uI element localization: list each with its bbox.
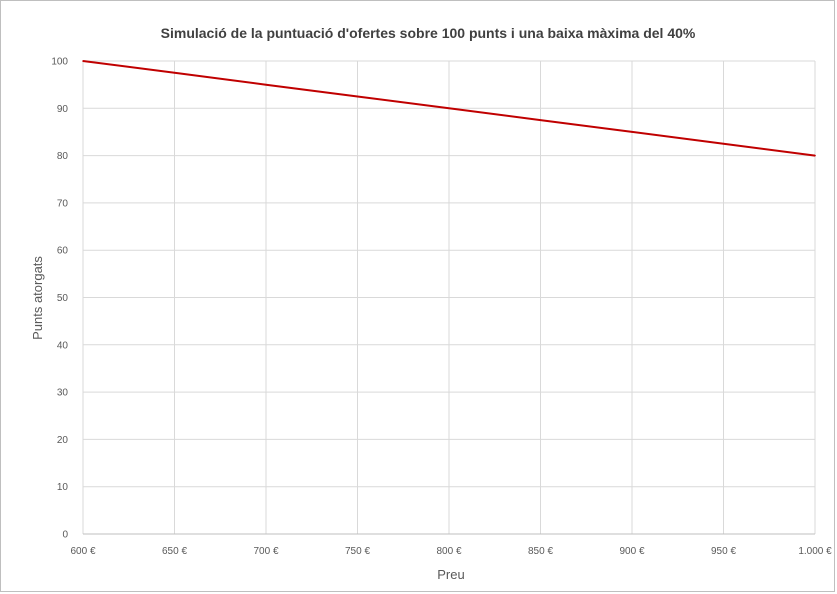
series-group [82, 60, 816, 157]
data-point [265, 83, 267, 86]
x-tick-label: 600 € [70, 546, 95, 557]
data-point [814, 154, 816, 157]
data-point [356, 95, 359, 98]
x-axis-label: Preu [437, 567, 464, 582]
data-point [173, 72, 176, 74]
y-tick-label: 30 [57, 388, 69, 399]
y-tick-label: 60 [57, 246, 69, 257]
x-tick-label: 1.000 € [798, 546, 832, 557]
data-point [448, 107, 450, 110]
x-tick-label: 750 € [345, 546, 370, 557]
y-tick-label: 70 [57, 198, 69, 209]
x-tick-label: 800 € [436, 546, 461, 557]
y-axis-ticks: 0 10 20 30 40 50 60 70 80 90 100 [51, 57, 68, 541]
y-tick-label: 100 [51, 57, 68, 68]
x-axis-ticks: 600 € 650 € 700 € 750 € 800 € 850 € 900 € 950 €… [70, 546, 832, 557]
x-tick-label: 650 € [162, 546, 187, 557]
y-tick-label: 90 [57, 104, 69, 115]
y-axis-label: Punts atorgats [30, 256, 45, 340]
y-tick-label: 80 [57, 151, 69, 162]
x-tick-label: 950 € [711, 546, 736, 557]
y-tick-label: 10 [57, 482, 69, 493]
y-tick-label: 0 [62, 530, 68, 541]
x-tick-label: 850 € [528, 546, 553, 557]
chart-title: Simulació de la puntuació d'ofertes sobr… [161, 25, 696, 41]
y-tick-label: 50 [57, 293, 69, 304]
data-point [631, 131, 633, 133]
y-tick-label: 20 [57, 435, 69, 446]
x-tick-label: 900 € [619, 546, 644, 557]
x-tick-label: 700 € [253, 546, 278, 557]
data-point [722, 142, 725, 145]
data-point [539, 119, 542, 121]
y-tick-label: 40 [57, 340, 69, 351]
data-point [82, 60, 84, 62]
gridlines [82, 60, 816, 535]
